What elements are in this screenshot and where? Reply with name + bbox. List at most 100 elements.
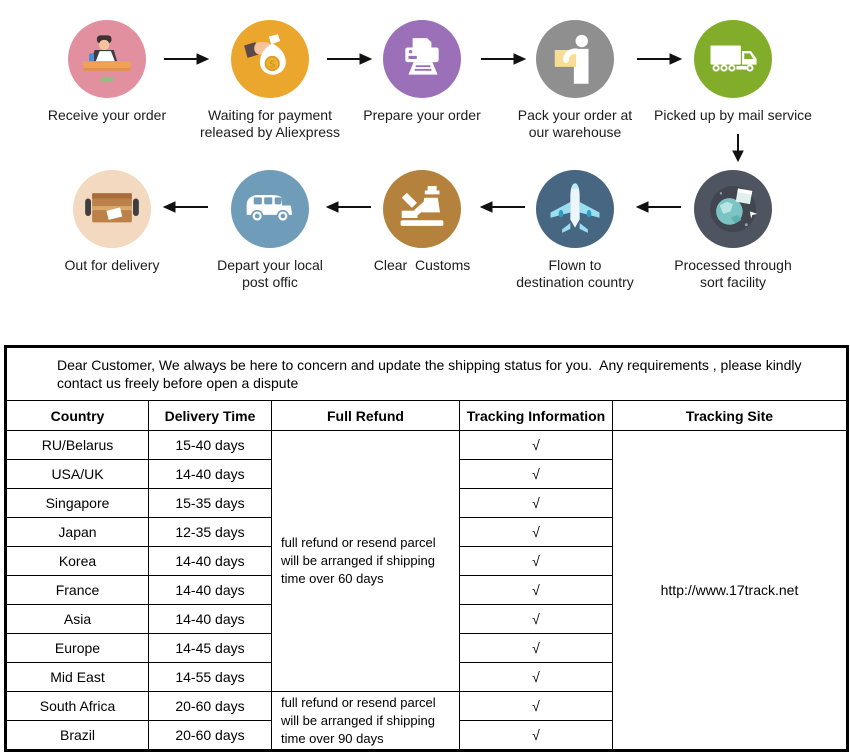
parcel-on-wheels-icon (85, 193, 139, 223)
arrow-left-icon (163, 201, 208, 213)
step-picked-up: Picked up by mail service (648, 20, 818, 124)
customer-notice: Dear Customer, We always be here to conc… (5, 346, 848, 401)
printer-icon (405, 38, 439, 75)
country-cell: Japan (5, 517, 149, 547)
step-sort-facility: Processed through sort facility (648, 170, 818, 291)
country-cell: Korea (5, 546, 149, 576)
step-label: Out for delivery (64, 257, 160, 273)
shipping-info-table: Dear Customer, We always be here to conc… (4, 345, 849, 752)
table-row: Europe 14-45 days √ (5, 633, 848, 663)
sort-facility-circle (694, 170, 772, 248)
step-label: Pack your order at our warehouse (517, 107, 633, 140)
arrow-down-icon (732, 134, 744, 162)
receive-order-circle (68, 20, 146, 98)
arrow-right-icon (327, 53, 372, 65)
country-cell: RU/Belarus (5, 430, 149, 460)
tracking-site-cell: http://www.17track.net (612, 430, 848, 751)
full-refund-cell: full refund or resend parcel will be arr… (271, 691, 460, 751)
country-cell: Asia (5, 604, 149, 634)
step-prepare-order: Prepare your order (337, 20, 507, 124)
tracking-check-cell: √ (459, 604, 613, 634)
picked-up-circle (694, 20, 772, 98)
table-row: USA/UK 14-40 days √ (5, 459, 848, 489)
step-clear-customs: Clear Customs (337, 170, 507, 274)
clear-customs-circle (383, 170, 461, 248)
step-out-for-delivery: Out for delivery (27, 170, 197, 274)
airplane-icon (550, 183, 600, 233)
tracking-check-cell: √ (459, 430, 613, 460)
delivery-time-cell: 14-40 days (148, 546, 272, 576)
flown-circle (536, 170, 614, 248)
header-row: Country Delivery Time Full Refund Tracki… (5, 400, 848, 431)
full-refund-cell: full refund or resend parcel will be arr… (271, 430, 460, 692)
out-for-delivery-circle (73, 170, 151, 248)
mail-truck-icon (710, 45, 757, 72)
step-label: Processed through sort facility (674, 257, 792, 290)
tracking-check-cell: √ (459, 459, 613, 489)
arrow-right-icon (481, 53, 526, 65)
globe-parcel-icon (710, 186, 758, 232)
waiting-payment-circle: S (231, 20, 309, 98)
delivery-time-cell: 14-55 days (148, 662, 272, 692)
tracking-check-cell: √ (459, 633, 613, 663)
delivery-time-cell: 14-40 days (148, 459, 272, 489)
arrow-right-icon (164, 53, 209, 65)
shipping-table-body: RU/Belarus 15-40 days full refund or resen… (5, 430, 848, 751)
tracking-check-cell: √ (459, 720, 613, 751)
table-row: Asia 14-40 days √ (5, 604, 848, 634)
step-label: Waiting for payment released by Aliexpre… (199, 107, 341, 140)
postal-van-icon (246, 195, 293, 223)
depart-post-circle (231, 170, 309, 248)
table-row: South Africa 20-60 days full refund or res… (5, 691, 848, 751)
table-row: Korea 14-40 days √ (5, 546, 848, 576)
country-cell: USA/UK (5, 459, 149, 489)
header-country: Country (5, 400, 149, 431)
country-cell: Brazil (5, 720, 149, 751)
country-cell: Mid East (5, 662, 149, 692)
arrow-left-icon (636, 201, 681, 213)
step-flown: Flown to destination country (490, 170, 660, 291)
delivery-time-cell: 20-60 days (148, 691, 272, 721)
step-label: Depart your local post offic (217, 257, 323, 290)
step-pack-order: Pack your order at our warehouse (490, 20, 660, 141)
svg-text:S: S (269, 59, 275, 70)
delivery-time-cell: 14-40 days (148, 604, 272, 634)
table-row: Brazil 20-60 days √ (5, 720, 848, 751)
person-at-desk-icon (83, 35, 131, 82)
customs-officer-icon (400, 185, 444, 226)
step-label: Prepare your order (363, 107, 481, 123)
country-cell: Singapore (5, 488, 149, 518)
header-delivery-time: Delivery Time (148, 400, 272, 431)
arrow-left-icon (480, 201, 525, 213)
delivery-time-cell: 14-40 days (148, 575, 272, 605)
country-cell: South Africa (5, 691, 149, 721)
table-row: RU/Belarus 15-40 days full refund or resen… (5, 430, 848, 751)
step-waiting-payment: S Waiting for payment released by Aliexp… (185, 20, 355, 141)
step-label: Flown to destination country (516, 257, 634, 290)
header-tracking-site: Tracking Site (612, 400, 848, 431)
country-cell: France (5, 575, 149, 605)
tracking-check-cell: √ (459, 691, 613, 721)
delivery-time-cell: 15-40 days (148, 430, 272, 460)
header-full-refund: Full Refund (271, 400, 460, 431)
tracking-check-cell: √ (459, 575, 613, 605)
delivery-time-cell: 12-35 days (148, 517, 272, 547)
pack-order-circle (536, 20, 614, 98)
delivery-time-cell: 15-35 days (148, 488, 272, 518)
table-row: France 14-40 days √ (5, 575, 848, 605)
arrow-right-icon (637, 53, 682, 65)
delivery-time-cell: 20-60 days (148, 720, 272, 751)
notice-row: Dear Customer, We always be here to conc… (5, 346, 848, 401)
tracking-check-cell: √ (459, 546, 613, 576)
step-label: Picked up by mail service (654, 107, 812, 123)
tracking-check-cell: √ (459, 662, 613, 692)
header-tracking-information: Tracking Information (459, 400, 613, 431)
arrow-left-icon (326, 201, 371, 213)
step-label: Receive your order (47, 107, 167, 123)
worker-with-box-icon (554, 34, 589, 84)
money-bag-in-hand-icon: S (244, 34, 286, 75)
step-depart-post: Depart your local post offic (185, 170, 355, 291)
delivery-time-cell: 14-45 days (148, 633, 272, 663)
step-receive-order: Receive your order (22, 20, 192, 124)
tracking-check-cell: √ (459, 488, 613, 518)
